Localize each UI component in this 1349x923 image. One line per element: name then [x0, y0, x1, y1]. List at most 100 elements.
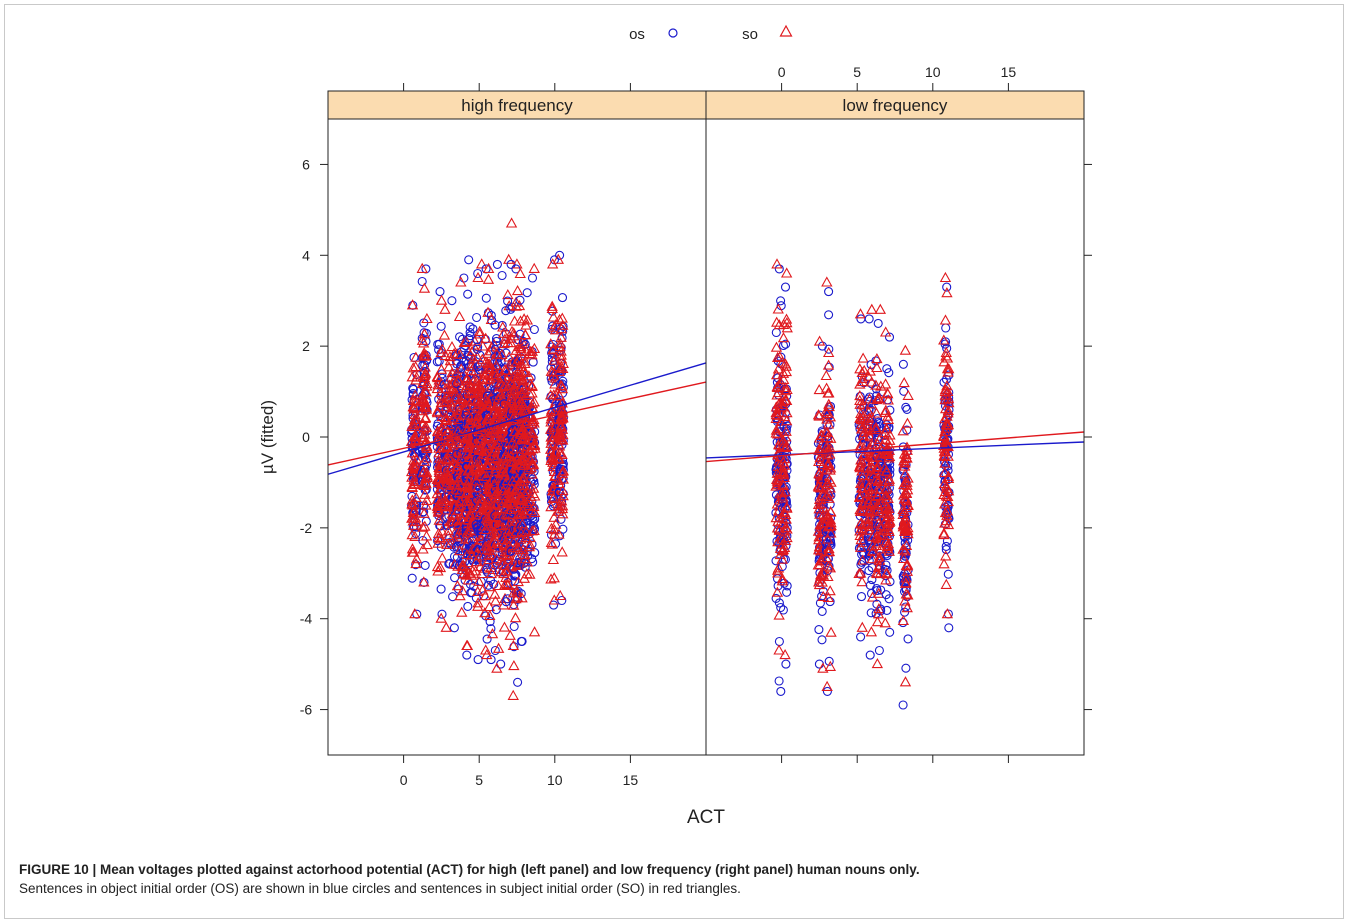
- so-point: [459, 533, 472, 544]
- os-point: [506, 259, 516, 269]
- so-point: [771, 389, 783, 400]
- so-point: [557, 508, 569, 519]
- so-point: [557, 357, 569, 368]
- so-point: [822, 418, 835, 429]
- os-point: [497, 320, 507, 330]
- so-point: [514, 315, 527, 326]
- so-point: [883, 473, 896, 484]
- so-point: [556, 500, 569, 511]
- so-point: [901, 484, 914, 495]
- so-point: [938, 558, 950, 569]
- so-point: [821, 478, 834, 490]
- so-point: [853, 460, 866, 472]
- so-point: [863, 512, 875, 523]
- so-point: [509, 612, 522, 623]
- so-point: [470, 417, 483, 428]
- so-point: [874, 303, 887, 314]
- so-point: [556, 397, 568, 408]
- so-point: [454, 590, 466, 601]
- so-point: [777, 318, 790, 329]
- os-point: [902, 404, 912, 414]
- os-point: [527, 273, 538, 283]
- so-point: [879, 378, 892, 389]
- so-point: [545, 437, 557, 448]
- so-point: [557, 490, 569, 501]
- so-point: [510, 356, 523, 367]
- so-point: [435, 363, 448, 374]
- so-point: [511, 284, 524, 296]
- so-point: [556, 312, 568, 323]
- so-point: [433, 514, 445, 525]
- so-point: [938, 527, 950, 538]
- so-point: [489, 499, 502, 510]
- so-point: [491, 662, 503, 673]
- so-point: [942, 407, 954, 418]
- so-point: [489, 403, 501, 414]
- legend-os-marker: [668, 28, 678, 38]
- so-point: [882, 410, 894, 421]
- so-point: [873, 587, 885, 598]
- so-point: [552, 428, 564, 439]
- so-point: [825, 626, 837, 637]
- so-point: [416, 392, 429, 403]
- so-point: [548, 389, 560, 400]
- so-point: [509, 542, 521, 553]
- so-point: [408, 454, 420, 465]
- os-point: [876, 585, 886, 595]
- so-point: [451, 580, 464, 591]
- os-point: [901, 663, 911, 673]
- so-point: [515, 360, 527, 371]
- so-point: [813, 455, 825, 467]
- so-point: [779, 381, 791, 393]
- so-point: [900, 451, 913, 463]
- so-point: [520, 531, 532, 543]
- so-point: [451, 484, 463, 495]
- so-point: [409, 608, 421, 619]
- so-point: [455, 276, 467, 287]
- os-point: [776, 296, 786, 306]
- legend-so-marker: [779, 24, 793, 37]
- figure-frame: high frequency low frequency 6 4 2 0 -2 -4 -6 0 0 5…: [4, 4, 1344, 919]
- so-point: [942, 392, 955, 403]
- so-point: [817, 590, 829, 602]
- so-point: [882, 523, 895, 534]
- so-point: [813, 578, 826, 590]
- so-point: [548, 511, 560, 522]
- so-point: [901, 602, 913, 613]
- so-point: [780, 313, 793, 324]
- so-point: [459, 399, 472, 410]
- os-point: [865, 650, 875, 660]
- so-point: [462, 392, 475, 403]
- so-point: [871, 361, 883, 373]
- so-point: [497, 599, 510, 610]
- os-point: [824, 310, 834, 320]
- os-point: [492, 259, 502, 269]
- legend-so-label: so: [742, 26, 758, 43]
- so-point: [777, 373, 790, 384]
- so-point: [407, 401, 419, 412]
- so-point: [421, 380, 433, 391]
- so-point: [491, 427, 504, 438]
- so-point: [524, 480, 536, 491]
- so-point: [418, 507, 430, 518]
- os-point: [824, 656, 834, 666]
- so-point: [871, 352, 883, 364]
- so-point: [469, 335, 481, 346]
- so-point: [519, 328, 531, 340]
- so-point: [461, 526, 474, 537]
- so-point: [552, 453, 565, 464]
- so-point: [466, 345, 478, 356]
- so-point: [461, 379, 473, 390]
- so-point: [509, 515, 521, 526]
- so-point: [776, 553, 788, 564]
- so-point: [526, 468, 538, 479]
- so-point: [502, 288, 514, 300]
- so-point: [854, 518, 867, 529]
- so-point: [942, 472, 955, 483]
- so-point: [490, 438, 503, 450]
- os-point: [941, 545, 951, 555]
- os-point: [941, 541, 951, 551]
- os-point: [463, 601, 473, 611]
- os-point: [554, 488, 564, 498]
- so-point: [410, 557, 422, 569]
